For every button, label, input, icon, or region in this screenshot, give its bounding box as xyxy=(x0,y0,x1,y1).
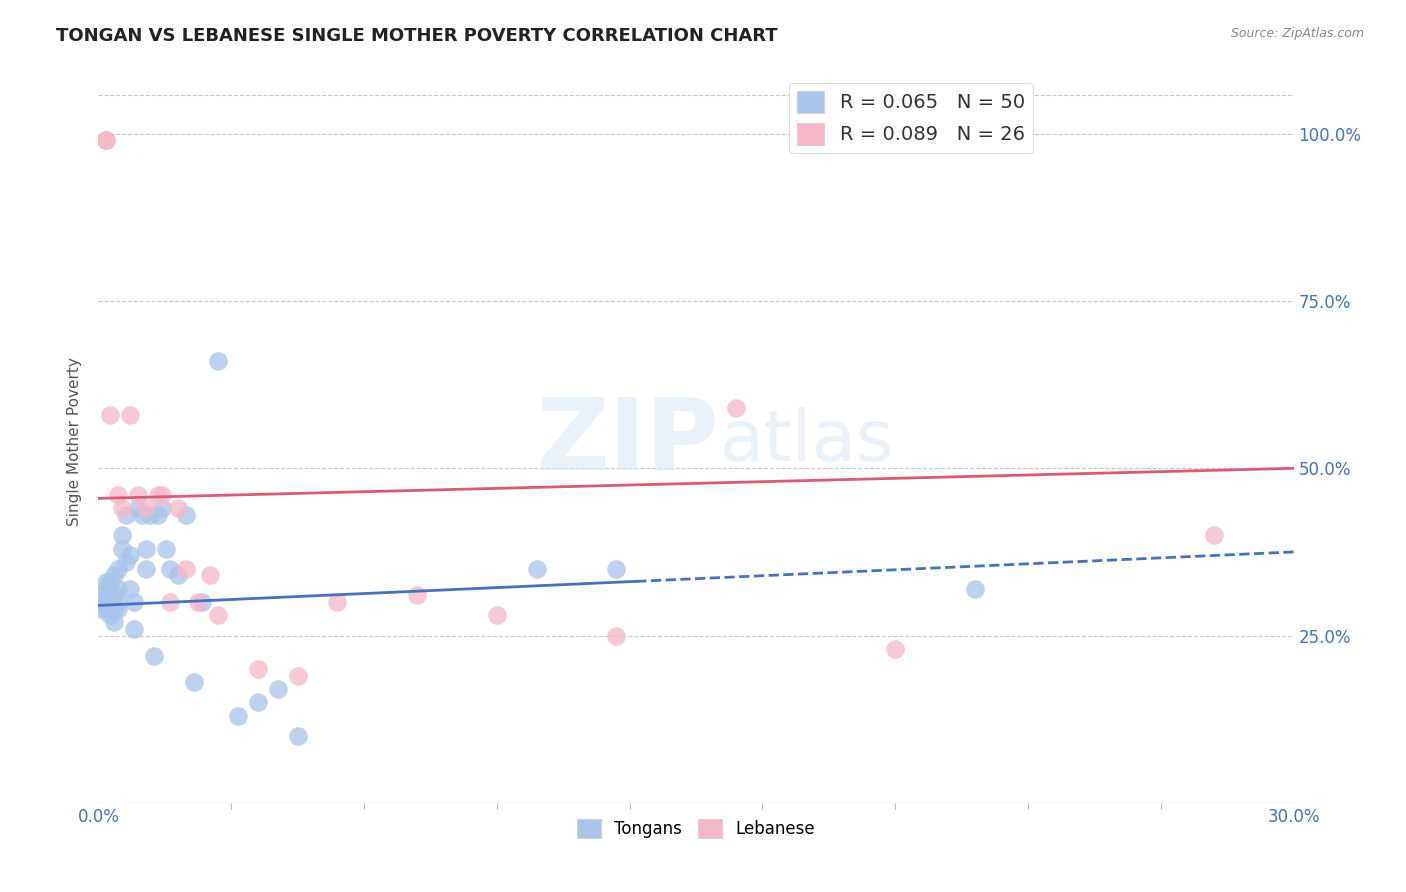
Point xyxy=(103,589,125,603)
Point xyxy=(127,501,149,516)
Point xyxy=(159,562,181,576)
Point xyxy=(120,582,142,596)
Point xyxy=(91,602,114,616)
Point xyxy=(167,568,190,582)
Point xyxy=(884,642,907,657)
Point xyxy=(187,595,209,609)
Point xyxy=(98,608,122,623)
Point xyxy=(131,508,153,523)
Point xyxy=(605,628,627,642)
Point xyxy=(98,589,122,603)
Point xyxy=(526,562,548,576)
Point xyxy=(96,575,118,590)
Point xyxy=(96,134,118,148)
Point xyxy=(287,669,309,683)
Point xyxy=(107,602,129,616)
Point xyxy=(406,589,429,603)
Point xyxy=(267,681,290,696)
Point xyxy=(107,582,129,596)
Point xyxy=(724,401,747,416)
Point xyxy=(191,595,214,609)
Text: TONGAN VS LEBANESE SINGLE MOTHER POVERTY CORRELATION CHART: TONGAN VS LEBANESE SINGLE MOTHER POVERTY… xyxy=(56,27,778,45)
Point xyxy=(246,696,269,710)
Point xyxy=(135,562,157,576)
Text: ZIP: ZIP xyxy=(537,393,720,490)
Point xyxy=(287,729,309,743)
Point xyxy=(174,562,197,576)
Point xyxy=(135,501,157,516)
Point xyxy=(96,602,118,616)
Point xyxy=(124,595,146,609)
Point xyxy=(207,608,229,623)
Point xyxy=(103,602,125,616)
Text: atlas: atlas xyxy=(720,407,894,476)
Point xyxy=(148,508,170,523)
Point xyxy=(98,408,122,422)
Point xyxy=(226,708,249,723)
Point xyxy=(326,595,349,609)
Point xyxy=(115,555,138,569)
Point xyxy=(135,541,157,556)
Point xyxy=(91,595,114,609)
Point xyxy=(148,488,170,502)
Point xyxy=(1202,528,1225,542)
Point xyxy=(198,568,221,582)
Point xyxy=(115,508,138,523)
Point xyxy=(96,134,118,148)
Point xyxy=(605,562,627,576)
Point xyxy=(120,408,142,422)
Point xyxy=(174,508,197,523)
Point xyxy=(98,595,122,609)
Y-axis label: Single Mother Poverty: Single Mother Poverty xyxy=(67,357,83,526)
Point xyxy=(963,582,986,596)
Point xyxy=(96,582,118,596)
Point xyxy=(111,501,134,516)
Point xyxy=(107,562,129,576)
Point xyxy=(139,508,162,523)
Point xyxy=(96,134,118,148)
Point xyxy=(485,608,508,623)
Point xyxy=(159,595,181,609)
Point xyxy=(183,675,205,690)
Point xyxy=(120,548,142,563)
Point xyxy=(150,501,173,516)
Point xyxy=(150,488,173,502)
Point xyxy=(103,568,125,582)
Point xyxy=(127,488,149,502)
Point xyxy=(111,528,134,542)
Text: Source: ZipAtlas.com: Source: ZipAtlas.com xyxy=(1230,27,1364,40)
Point xyxy=(143,648,166,663)
Point xyxy=(98,595,122,609)
Point xyxy=(124,622,146,636)
Point xyxy=(207,354,229,368)
Point xyxy=(111,541,134,556)
Point xyxy=(91,589,114,603)
Point xyxy=(98,575,122,590)
Point xyxy=(107,595,129,609)
Point xyxy=(246,662,269,676)
Point xyxy=(167,501,190,516)
Point xyxy=(96,595,118,609)
Legend: Tongans, Lebanese: Tongans, Lebanese xyxy=(571,813,821,845)
Point xyxy=(155,541,177,556)
Point xyxy=(107,488,129,502)
Point xyxy=(103,615,125,630)
